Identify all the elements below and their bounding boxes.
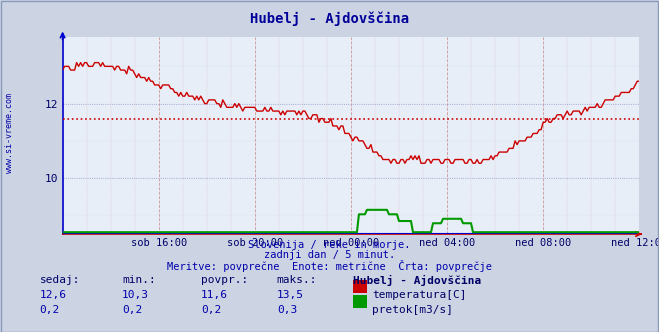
Text: 11,6: 11,6: [201, 290, 228, 299]
Text: 0,2: 0,2: [122, 305, 142, 315]
Text: zadnji dan / 5 minut.: zadnji dan / 5 minut.: [264, 250, 395, 260]
Text: min.:: min.:: [122, 275, 156, 285]
Text: temperatura[C]: temperatura[C]: [372, 290, 467, 299]
Text: povpr.:: povpr.:: [201, 275, 248, 285]
Text: Hubelj - Ajdovščina: Hubelj - Ajdovščina: [250, 12, 409, 26]
Text: Slovenija / reke in morje.: Slovenija / reke in morje.: [248, 240, 411, 250]
Text: 0,3: 0,3: [277, 305, 297, 315]
Text: Hubelj - Ajdovščina: Hubelj - Ajdovščina: [353, 275, 481, 286]
Text: www.si-vreme.com: www.si-vreme.com: [5, 93, 14, 173]
Text: 0,2: 0,2: [40, 305, 60, 315]
Text: 10,3: 10,3: [122, 290, 149, 299]
Text: 13,5: 13,5: [277, 290, 304, 299]
Text: maks.:: maks.:: [277, 275, 317, 285]
Text: pretok[m3/s]: pretok[m3/s]: [372, 305, 453, 315]
Text: Meritve: povprečne  Enote: metrične  Črta: povprečje: Meritve: povprečne Enote: metrične Črta:…: [167, 260, 492, 272]
Text: 12,6: 12,6: [40, 290, 67, 299]
Text: sedaj:: sedaj:: [40, 275, 80, 285]
Text: 0,2: 0,2: [201, 305, 221, 315]
